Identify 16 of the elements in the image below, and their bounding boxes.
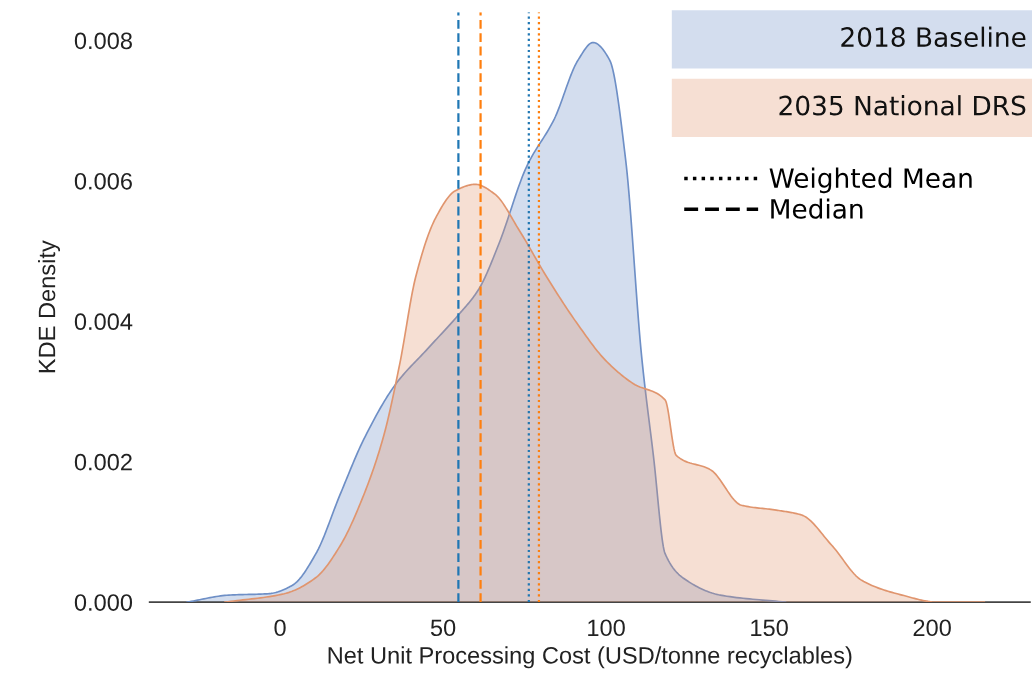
x-tick-label: 150 [751,619,788,637]
x-tick-label: 100 [588,619,625,637]
y-tick-label: 0.002 [74,453,132,471]
x-tick-label: 0 [274,619,286,637]
text: 2035 National DRS [779,95,1026,116]
y-tick-label: 0.000 [74,594,133,611]
y-tick-label: 0.004 [74,313,133,331]
annotation: Median [771,198,863,219]
y-axis-title: KDE Density [38,240,61,373]
x-tick-label: 200 [913,619,951,637]
y-tick-label: 0.006 [74,172,132,190]
x-tick-label: 50 [430,619,456,637]
x-axis-title: Net Unit Processing Cost (USD/tonne recyclables) [328,646,852,669]
y-tick-label: 0.008 [74,32,132,50]
text: 2018 Baseline [841,26,1026,48]
annotation: Weighted Mean [769,167,972,194]
